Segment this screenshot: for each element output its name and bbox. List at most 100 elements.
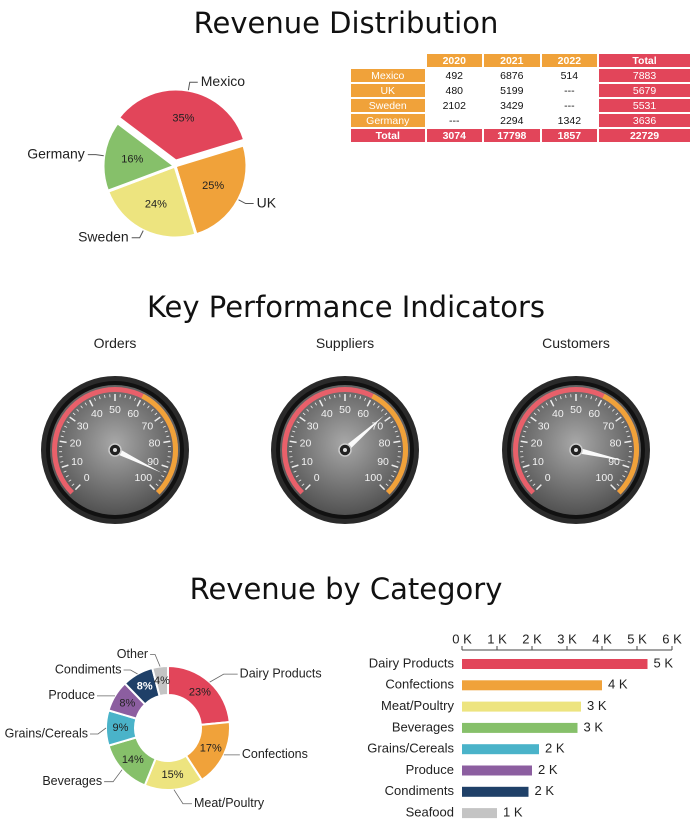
gauge-tick bbox=[604, 402, 607, 406]
gauge-tick bbox=[585, 394, 587, 399]
table-row-label: UK bbox=[351, 84, 425, 97]
gauge-tick-label: 100 bbox=[596, 472, 614, 484]
pie-leader-line bbox=[238, 199, 254, 205]
pie-category-label: Mexico bbox=[201, 73, 246, 89]
gauge-tick bbox=[535, 484, 542, 491]
gauge-tick bbox=[69, 416, 76, 422]
table-row: Sweden 2102 3429 --- 5531 bbox=[351, 99, 690, 112]
donut-category-label: Confections bbox=[242, 747, 308, 761]
gauge-tick bbox=[161, 464, 169, 469]
gauge-tick bbox=[624, 440, 632, 444]
gauge-tick bbox=[98, 396, 101, 400]
table-cell: 3429 bbox=[484, 99, 540, 112]
gauge-tick bbox=[60, 461, 64, 463]
donut-leader-line bbox=[123, 669, 138, 675]
table-row-label: Total bbox=[351, 129, 425, 142]
pie-percent-label: 25% bbox=[202, 180, 224, 192]
gauge-tick-label: 30 bbox=[77, 420, 89, 432]
gauge-band-high bbox=[141, 393, 178, 495]
table-column-header: 2021 bbox=[484, 54, 540, 67]
table-row-total: 5531 bbox=[599, 99, 690, 112]
gauge-tick bbox=[384, 416, 391, 422]
bar-seafood bbox=[462, 808, 497, 819]
gauge-tick-label: 20 bbox=[70, 438, 82, 450]
donut-percent-label: 4% bbox=[154, 675, 170, 687]
gauge-tick bbox=[608, 405, 611, 409]
gauge-tick bbox=[162, 425, 166, 428]
gauge-tick bbox=[301, 483, 305, 487]
gauge-tick bbox=[62, 430, 66, 433]
gauge-tick bbox=[310, 405, 313, 409]
gauge-tick bbox=[88, 399, 94, 407]
bar-value-label: 2 K bbox=[535, 783, 555, 798]
gauge-tick bbox=[80, 405, 83, 409]
gauge-tick bbox=[595, 397, 597, 401]
gauge-tick bbox=[166, 435, 170, 438]
donut-percent-label: 8% bbox=[137, 681, 153, 693]
bar-dairy-products bbox=[462, 659, 648, 669]
table-cell: 5199 bbox=[484, 84, 540, 97]
gauge-tick bbox=[526, 475, 530, 478]
gauge-tick bbox=[384, 412, 388, 416]
donut-leader-line bbox=[104, 769, 123, 783]
table-cell: 6876 bbox=[484, 69, 540, 82]
gauge-tick bbox=[318, 399, 324, 407]
table-cell: 1342 bbox=[541, 114, 598, 127]
gauge-tick-label: 20 bbox=[300, 438, 312, 450]
gauge-tick bbox=[565, 394, 567, 399]
bar-category-label: Produce bbox=[406, 762, 454, 777]
gauge-tick-label: 40 bbox=[552, 408, 564, 420]
gauge-tick-label: 10 bbox=[71, 456, 83, 468]
bar-value-label: 1 K bbox=[503, 805, 523, 820]
gauge-tick-label: 60 bbox=[357, 408, 369, 420]
gauge-tick bbox=[530, 416, 537, 422]
gauge-tick-label: 70 bbox=[603, 420, 615, 432]
donut-slice bbox=[151, 664, 169, 698]
gauge-tick-label: 90 bbox=[147, 456, 159, 468]
gauge-tick bbox=[527, 421, 531, 424]
table-cell: 514 bbox=[541, 69, 598, 82]
gauge-label-orders: Orders bbox=[93, 335, 137, 351]
revenue-table: 2020 2021 2022 Total Mexico 492 6876 514 7883 UK 4… bbox=[349, 52, 692, 144]
gauge-band-high bbox=[602, 393, 639, 495]
gauge-tick bbox=[154, 416, 161, 422]
pie-percent-label: 24% bbox=[145, 199, 167, 211]
gauge-tick bbox=[385, 483, 389, 487]
table-cell: --- bbox=[541, 84, 598, 97]
gauge-tick bbox=[521, 435, 525, 438]
donut-category-label: Condiments bbox=[55, 662, 122, 676]
gauge-tick bbox=[390, 421, 394, 424]
pie-leader-line bbox=[187, 81, 198, 91]
gauge-tick bbox=[380, 408, 384, 412]
gauge-tick bbox=[524, 470, 528, 473]
gauge-tick bbox=[354, 394, 356, 399]
bar-axis-tick-label: 1 K bbox=[487, 631, 507, 646]
donut-leader-line bbox=[90, 727, 107, 735]
revenue-pie-chart: 35% Mexico 25% UK 24% Sweden 16% Germany bbox=[27, 73, 277, 244]
gauge-tick bbox=[559, 396, 562, 400]
gauge-tick bbox=[302, 412, 306, 416]
table-row: UK 480 5199 --- 5679 bbox=[351, 84, 690, 97]
gauge-tick bbox=[533, 412, 537, 416]
gauge-tick bbox=[61, 464, 69, 469]
table-column-header: 2022 bbox=[541, 54, 598, 67]
donut-percent-label: 17% bbox=[200, 743, 222, 755]
gauge-tick bbox=[166, 461, 170, 463]
bar-axis-tick-label: 4 K bbox=[592, 631, 612, 646]
donut-category-label: Other bbox=[117, 647, 148, 661]
table-row-label: Mexico bbox=[351, 69, 425, 82]
gauge-tick bbox=[549, 399, 555, 407]
gauge-tick bbox=[304, 484, 311, 491]
gauge-tick bbox=[393, 440, 401, 444]
table-row-total: 7883 bbox=[599, 69, 690, 82]
gauge-tick bbox=[627, 435, 631, 438]
donut-percent-label: 15% bbox=[162, 769, 184, 781]
gauge-tick bbox=[373, 402, 376, 406]
gauge-tick-label: 100 bbox=[365, 472, 383, 484]
gauge-tick bbox=[60, 435, 64, 438]
gauge-tick-label: 70 bbox=[142, 420, 154, 432]
gauge-tick bbox=[76, 408, 80, 412]
gauge-tick bbox=[616, 483, 620, 487]
gauge-tick bbox=[155, 483, 159, 487]
gauge-tick bbox=[379, 484, 386, 491]
